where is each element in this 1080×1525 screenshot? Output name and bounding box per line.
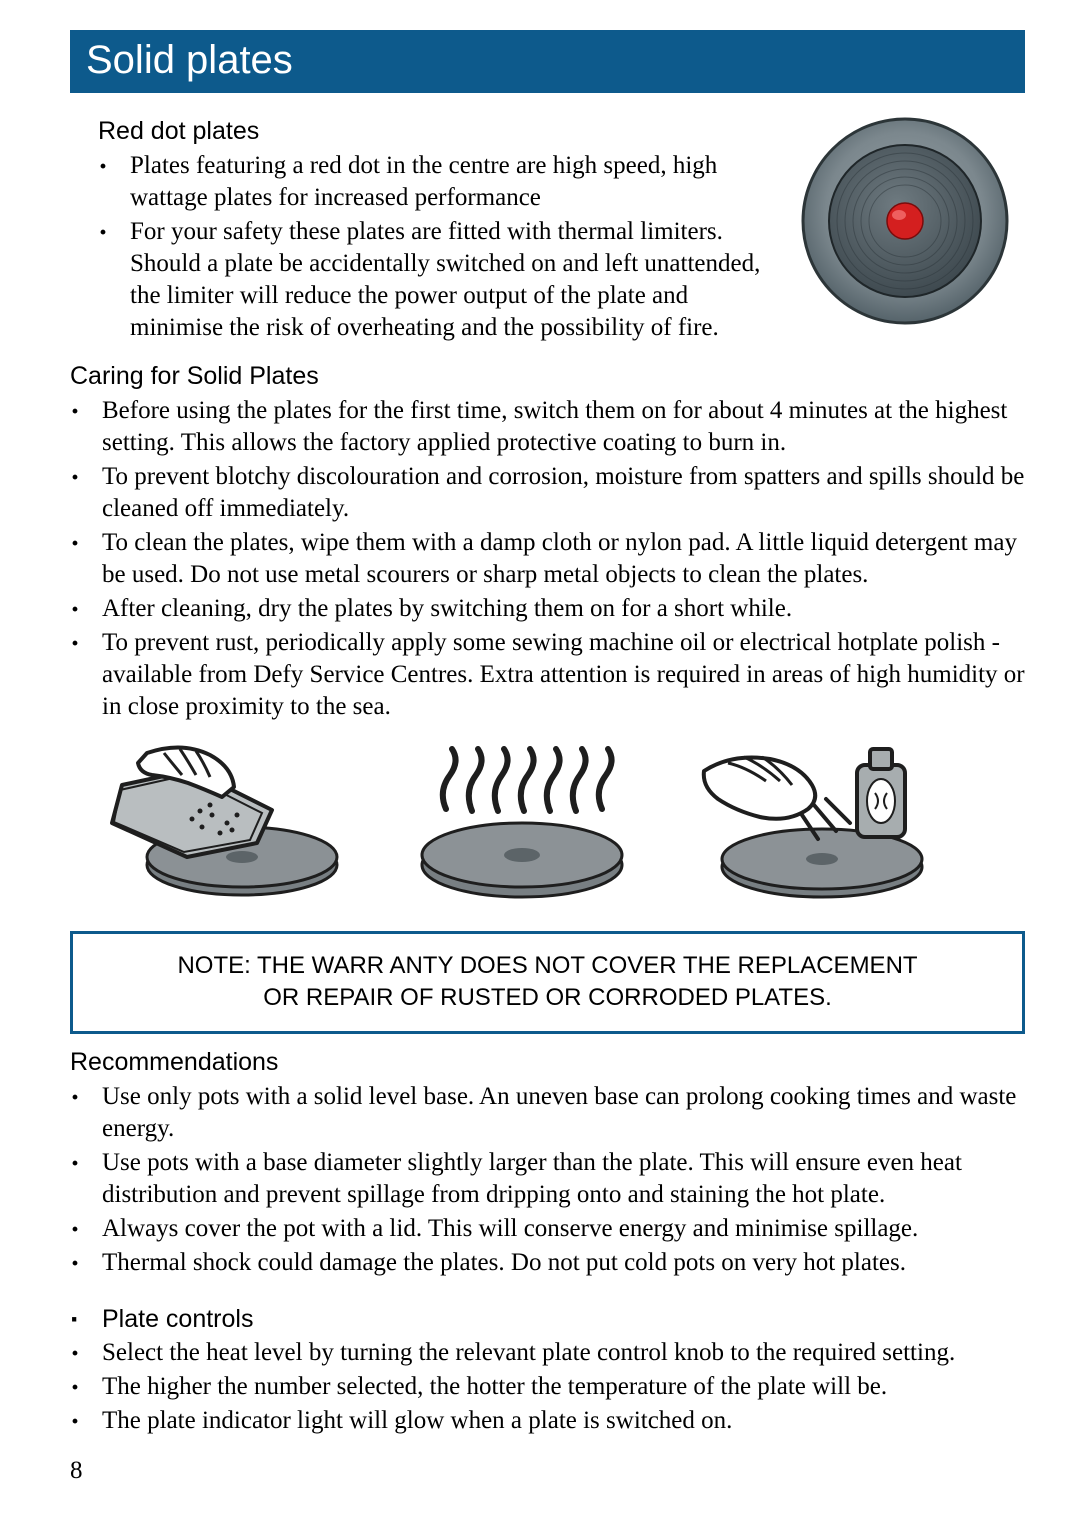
red-dot-list: Plates featuring a red dot in the centre… xyxy=(70,150,777,344)
list-item: Use pots with a base diameter slightly l… xyxy=(70,1147,1025,1211)
recommendations-heading: Recommendations xyxy=(70,1048,1025,1077)
warranty-note-box: NOTE: THE WARR ANTY DOES NOT COVER THE R… xyxy=(70,931,1025,1034)
plate-heat-waves-icon xyxy=(392,745,652,905)
list-item: Thermal shock could damage the plates. D… xyxy=(70,1247,1025,1279)
list-item: Before using the plates for the first ti… xyxy=(70,395,1025,459)
hand-wiping-plate-icon xyxy=(92,745,352,905)
list-item: After cleaning, dry the plates by switch… xyxy=(70,593,1025,625)
solid-plate-icon xyxy=(795,111,1025,336)
list-item: Plates featuring a red dot in the centre… xyxy=(98,150,777,214)
list-item: To prevent rust, periodically apply some… xyxy=(70,627,1025,723)
plate-controls-heading: Plate controls xyxy=(70,1303,1025,1335)
plate-controls-block: Plate controls Select the heat level by … xyxy=(70,1303,1025,1437)
recommendations-list: Use only pots with a solid level base. A… xyxy=(70,1081,1025,1279)
list-item: To prevent blotchy discolouration and co… xyxy=(70,461,1025,525)
list-item: To clean the plates, wipe them with a da… xyxy=(70,527,1025,591)
page-title-bar: Solid plates xyxy=(70,30,1025,93)
caring-heading: Caring for Solid Plates xyxy=(70,362,1025,391)
red-dot-section: Red dot plates Plates featuring a red do… xyxy=(70,111,1025,346)
caring-list: Before using the plates for the first ti… xyxy=(70,395,1025,723)
illustration-row xyxy=(92,745,1025,905)
list-item: The plate indicator light will glow when… xyxy=(70,1405,1025,1437)
list-item: Select the heat level by turning the rel… xyxy=(70,1337,1025,1369)
list-item: Use only pots with a solid level base. A… xyxy=(70,1081,1025,1145)
list-item: Always cover the pot with a lid. This wi… xyxy=(70,1213,1025,1245)
page-title: Solid plates xyxy=(86,38,293,82)
note-line: NOTE: THE WARR ANTY DOES NOT COVER THE R… xyxy=(93,950,1002,982)
red-dot-heading: Red dot plates xyxy=(98,117,777,146)
list-item: The higher the number selected, the hott… xyxy=(70,1371,1025,1403)
note-line: OR REPAIR OF RUSTED OR CORRODED PLATES. xyxy=(93,982,1002,1014)
page-number: 8 xyxy=(70,1457,83,1485)
hand-oiling-plate-icon xyxy=(692,745,952,905)
list-item: For your safety these plates are fitted … xyxy=(98,216,777,344)
